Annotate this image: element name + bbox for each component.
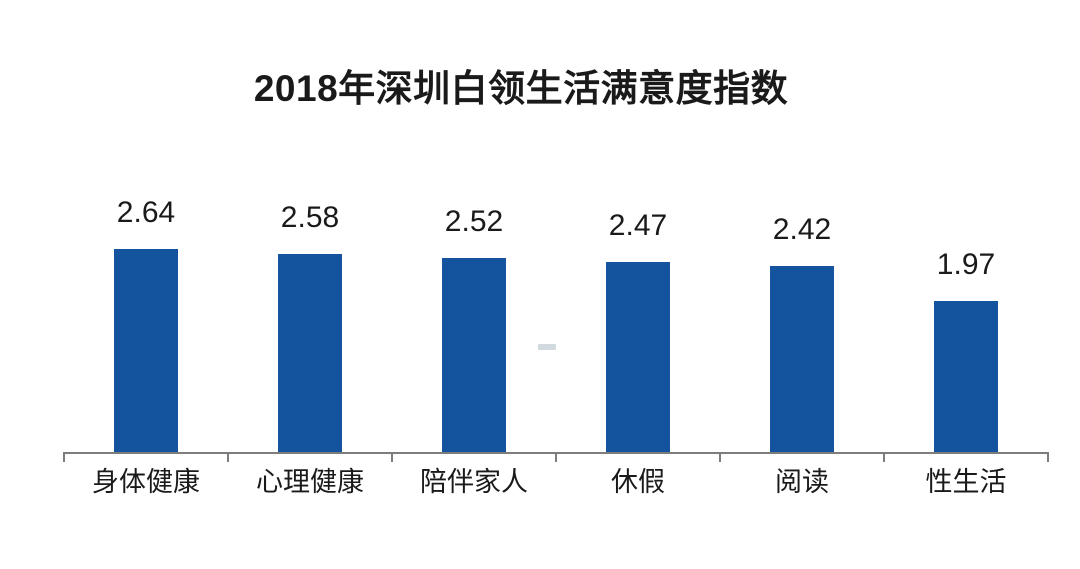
x-axis-category-labels: 身体健康 心理健康 陪伴家人 休假 阅读 性生活 (64, 466, 1048, 498)
x-axis-category-label: 陪伴家人 (420, 467, 528, 497)
chart-title: 2018年深圳白领生活满意度指数 (253, 68, 789, 109)
bar (114, 249, 178, 452)
axis-tick-mark (555, 452, 557, 462)
x-axis-category-label: 身体健康 (92, 467, 200, 497)
watermark-artifact (538, 344, 556, 350)
axis-tick-mark (1047, 452, 1049, 462)
x-axis-category-label: 阅读 (775, 467, 829, 497)
bar (606, 262, 670, 452)
bar-value-label: 2.52 (444, 205, 504, 238)
bar (770, 266, 834, 452)
bar-group-physical-health: 2.64 (64, 198, 228, 452)
bar-group-vacation: 2.47 (556, 211, 720, 452)
bar (278, 254, 342, 452)
bar (934, 301, 998, 452)
bar (442, 258, 506, 452)
axis-tick-mark (227, 452, 229, 462)
bar-group-reading: 2.42 (720, 215, 884, 452)
axis-tick-mark (391, 452, 393, 462)
x-axis-category-label: 心理健康 (256, 467, 364, 497)
x-axis-category-label: 性生活 (925, 467, 1007, 497)
bar-group-mental-health: 2.58 (228, 203, 392, 452)
plot-area: 2.64 2.58 2.52 2.47 2.42 1.97 (64, 0, 1048, 452)
axis-tick-mark (63, 452, 65, 462)
bar-value-label: 2.58 (280, 201, 340, 234)
axis-tick-mark (883, 452, 885, 462)
x-axis-line (63, 452, 1049, 462)
bar-group-sex-life: 1.97 (884, 250, 1048, 452)
bar-value-label: 1.97 (936, 248, 996, 281)
axis-tick-mark (719, 452, 721, 462)
bar-value-label: 2.64 (116, 196, 176, 229)
x-axis-category-label: 休假 (611, 467, 665, 497)
bar-group-family-time: 2.52 (392, 207, 556, 452)
bar-value-label: 2.47 (608, 209, 668, 242)
bar-value-label: 2.42 (772, 213, 832, 246)
